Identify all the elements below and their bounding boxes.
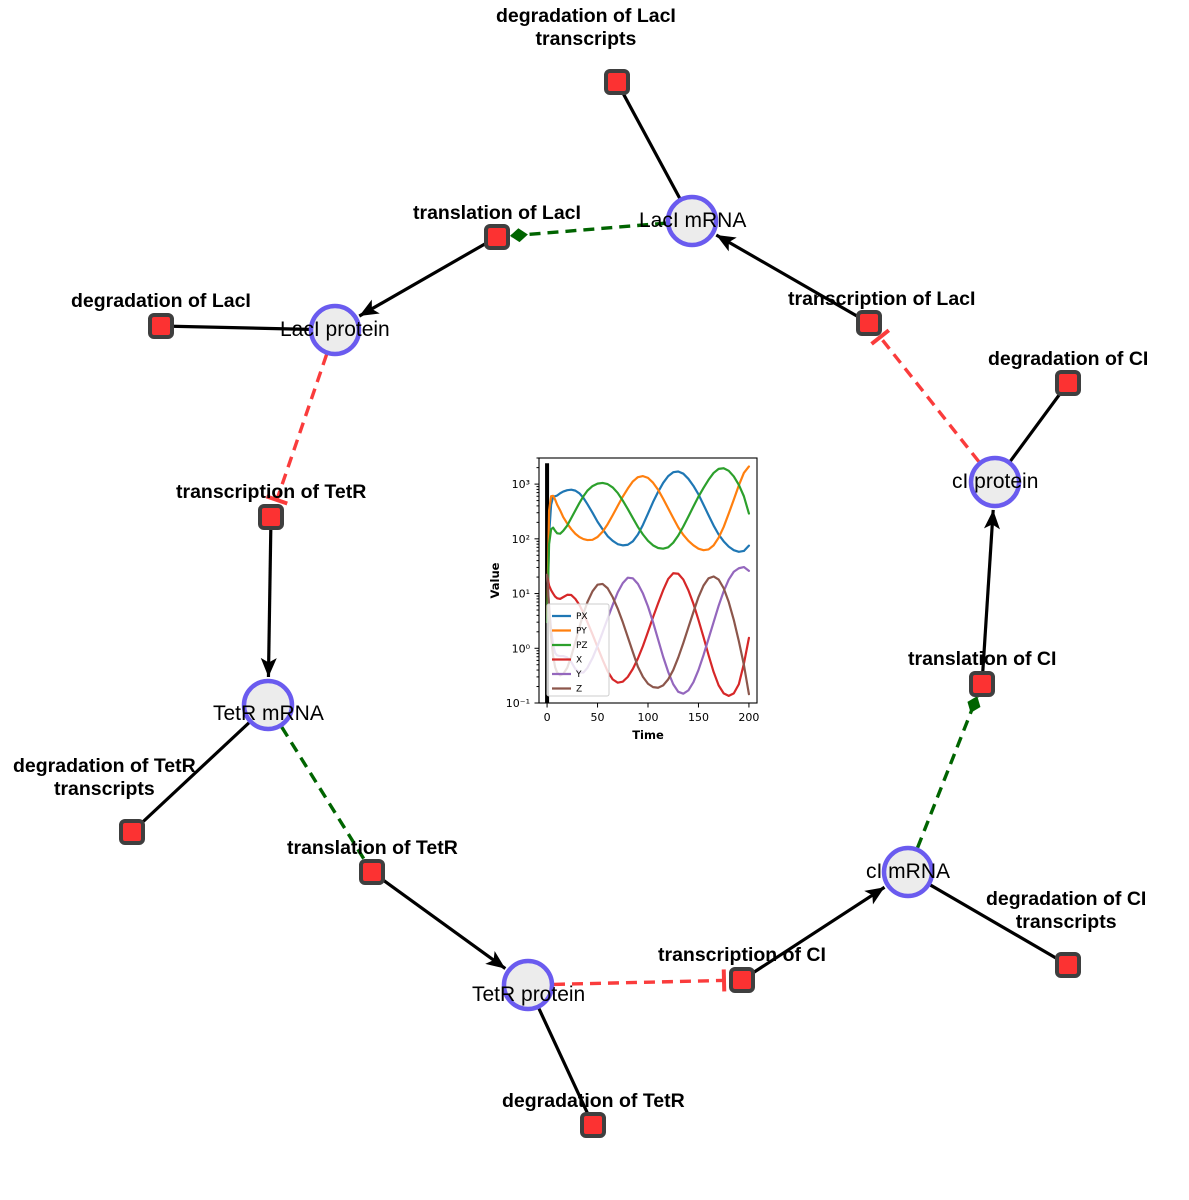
- species-node-tetr_mrna[interactable]: [241, 678, 295, 732]
- edge-transl_tetr-to-tetr_protein: [379, 877, 507, 970]
- x-tick-label: 150: [688, 711, 709, 724]
- edge-deg_tetr_transcripts-to-tetr_mrna: [138, 721, 251, 826]
- reaction-label-deg_tetr: degradation of TetR: [502, 1090, 685, 1112]
- x-tick-label: 100: [638, 711, 659, 724]
- y-tick-label: 10⁰: [512, 642, 531, 655]
- series-line-PZ: [545, 467, 751, 624]
- reaction-label-deg_laci: degradation of LacI: [71, 290, 251, 312]
- edge-deg_ci_transcripts-to-ci_mrna: [929, 883, 1060, 961]
- inhibition-bar-icon: [721, 969, 727, 992]
- arrowhead-icon: [983, 509, 1000, 530]
- reaction-node-deg_ci[interactable]: [1055, 370, 1081, 396]
- species-label-tetr_mrna: TetR mRNA: [213, 702, 324, 725]
- x-tick-label: 50: [591, 711, 605, 724]
- edge-ci_mrna-to-transl_ci: [915, 695, 981, 849]
- series-line-PY: [545, 465, 751, 624]
- edge-tetr_mrna-to-transl_tetr: [280, 726, 368, 864]
- reaction-node-deg_laci[interactable]: [148, 313, 174, 339]
- species-label-ci_mrna: cI mRNA: [866, 860, 950, 883]
- arrowhead-icon: [359, 299, 380, 317]
- legend-label-PZ: PZ: [576, 641, 588, 651]
- simulation-plot-inset: 10⁻¹ 10⁰ 10¹ 10² 10³ 0 50 100 150 200 Time Value PX P…: [481, 448, 766, 758]
- species-label-tetr_protein: TetR protein: [472, 983, 586, 1006]
- arrowhead-icon: [864, 887, 885, 905]
- reaction-label-transcr_ci: transcription of CI: [658, 944, 826, 966]
- inhibition-bar-icon: [870, 328, 891, 346]
- reaction-node-deg_laci_transcripts[interactable]: [604, 69, 630, 95]
- species-node-tetr_protein[interactable]: [501, 958, 555, 1012]
- edge-transcr_ci-to-ci_mrna: [750, 885, 886, 976]
- x-axis-title: Time: [632, 728, 664, 742]
- species-node-laci_protein[interactable]: [308, 303, 362, 357]
- series-line-PX: [545, 470, 751, 624]
- edge-tetr_protein-to-transcr_ci: [553, 969, 727, 992]
- reaction-node-deg_ci_transcripts[interactable]: [1055, 952, 1081, 978]
- arrowhead-icon: [485, 950, 506, 969]
- inhibition-bar-icon: [265, 494, 288, 506]
- reaction-node-transcr_ci[interactable]: [729, 967, 755, 993]
- diamond-head-icon: [509, 228, 528, 243]
- reaction-label-transcr_tetr: transcription of TetR: [176, 481, 367, 503]
- legend-label-PX: PX: [576, 612, 588, 622]
- reaction-node-transcr_laci[interactable]: [856, 310, 882, 336]
- reaction-label-transl_ci: translation of CI: [908, 648, 1057, 670]
- diamond-head-icon: [967, 696, 981, 713]
- legend-label-X: X: [576, 656, 582, 666]
- reaction-node-deg_tetr[interactable]: [580, 1112, 606, 1138]
- edge-transcr_tetr-to-tetr_mrna: [260, 527, 277, 678]
- x-tick-label: 0: [544, 711, 551, 724]
- edge-deg_laci-to-laci_protein: [171, 324, 310, 332]
- y-tick-label: 10³: [512, 478, 530, 491]
- edge-ci_protein-to-transcr_laci: [870, 328, 981, 463]
- species-label-laci_mrna: LacI mRNA: [639, 209, 747, 232]
- edge-deg_laci_transcripts-to-laci_mrna: [620, 90, 682, 199]
- legend-label-Y: Y: [575, 670, 582, 680]
- y-axis-title: Value: [488, 562, 502, 598]
- arrowhead-icon: [716, 234, 737, 252]
- reaction-node-transcr_tetr[interactable]: [258, 504, 284, 530]
- x-tick-label: 200: [738, 711, 759, 724]
- reaction-label-transl_laci: translation of LacI: [413, 202, 581, 224]
- reaction-label-deg_tetr_transcripts: degradation of TetR transcripts: [13, 755, 196, 800]
- reaction-node-transl_ci[interactable]: [969, 671, 995, 697]
- y-tick-label: 10¹: [512, 588, 530, 601]
- species-label-laci_protein: LacI protein: [280, 318, 390, 341]
- edge-transcr_laci-to-laci_mrna: [715, 233, 861, 319]
- reaction-label-deg_ci_transcripts: degradation of CI transcripts: [986, 888, 1147, 933]
- series-line-X: [545, 572, 751, 697]
- edge-deg_ci-to-ci_protein: [1009, 390, 1063, 463]
- reaction-node-deg_tetr_transcripts[interactable]: [119, 819, 145, 845]
- edge-deg_tetr-to-tetr_protein: [537, 1007, 590, 1116]
- reaction-label-deg_ci: degradation of CI: [988, 348, 1149, 370]
- reaction-node-transl_laci[interactable]: [484, 224, 510, 250]
- y-tick-label: 10²: [512, 533, 530, 546]
- edge-transl_ci-to-ci_protein: [981, 509, 1000, 674]
- y-tick-label: 10⁻¹: [506, 697, 530, 710]
- arrowhead-icon: [260, 657, 277, 678]
- reaction-label-transl_tetr: translation of TetR: [287, 837, 458, 859]
- reaction-label-transcr_laci: transcription of LacI: [788, 288, 976, 310]
- legend-label-PY: PY: [576, 627, 587, 637]
- edge-laci_protein-to-transcr_tetr: [265, 354, 329, 506]
- legend-label-Z: Z: [576, 685, 582, 695]
- species-label-ci_protein: cI protein: [952, 470, 1039, 493]
- species-node-ci_protein[interactable]: [968, 455, 1022, 509]
- edge-laci_mrna-to-transl_laci: [509, 221, 667, 243]
- edge-transl_laci-to-laci_protein: [358, 241, 489, 318]
- reaction-node-transl_tetr[interactable]: [359, 859, 385, 885]
- species-node-laci_mrna[interactable]: [665, 194, 719, 248]
- reaction-label-deg_laci_transcripts: degradation of LacI transcripts: [496, 5, 676, 50]
- species-node-ci_mrna[interactable]: [881, 845, 935, 899]
